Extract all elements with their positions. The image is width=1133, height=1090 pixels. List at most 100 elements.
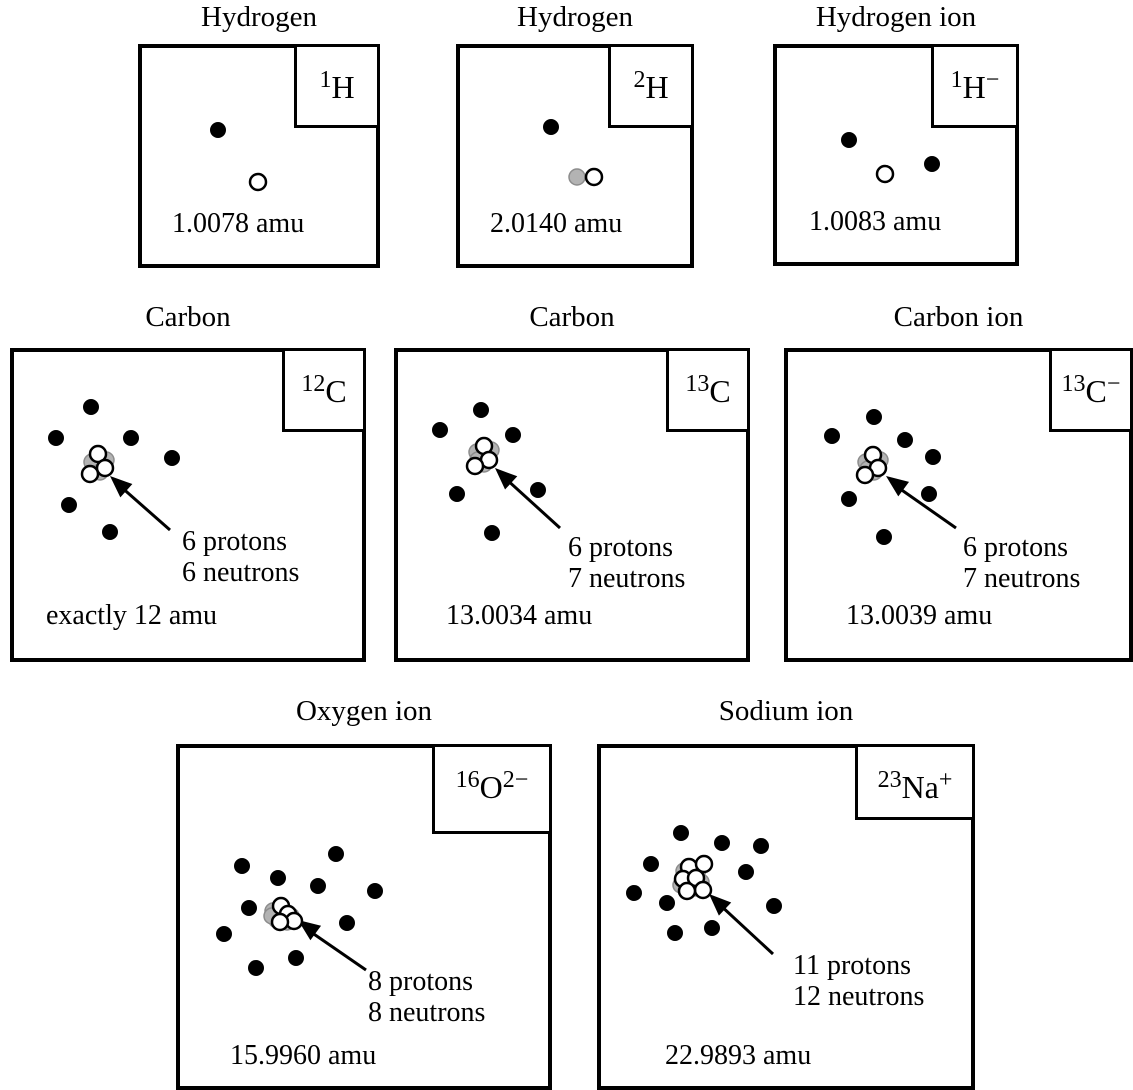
proton: [465, 456, 485, 476]
panel-hydrogen-1: Hydrogen 1H 1.0078 amu: [138, 0, 380, 270]
electron: [841, 132, 857, 148]
atomic-mass: 13.0039 amu: [846, 600, 993, 631]
electron: [841, 491, 857, 507]
protons-label: 11 protons: [793, 950, 911, 981]
neutron: [568, 168, 586, 186]
element-symbol: H: [962, 69, 986, 105]
atom-diagram: [216, 846, 383, 976]
panel-carbon-12: Carbon 12C 6 protons 6 neutrons exactly 12 a…: [10, 300, 366, 662]
electron: [48, 430, 64, 446]
isotope-symbol-box: 23Na+: [855, 744, 975, 820]
arrow-head: [709, 894, 732, 916]
neutrons-label: 7 neutrons: [963, 563, 1081, 594]
atom-box: 2H 2.0140 amu: [456, 44, 694, 268]
neutrons-label: 12 neutrons: [793, 981, 925, 1012]
neutrons-label: 6 neutrons: [182, 557, 300, 588]
panel-title: Carbon ion: [893, 301, 1024, 333]
proton: [80, 464, 100, 484]
neutrons-label: 8 neutrons: [368, 997, 486, 1028]
arrow-line: [119, 484, 171, 532]
electron: [484, 525, 500, 541]
protons-label: 6 protons: [182, 526, 287, 557]
isotope-symbol: 1H−: [934, 47, 1016, 125]
electron: [83, 399, 99, 415]
mass-number: 12: [301, 371, 326, 397]
mass-number: 13: [685, 371, 710, 397]
electron: [473, 402, 489, 418]
panel-title: Oxygen ion: [295, 695, 433, 727]
panel-title: Hydrogen ion: [815, 1, 977, 33]
electron: [714, 835, 730, 851]
electron: [667, 925, 683, 941]
nucleus-label: 6 protons 6 neutrons: [182, 526, 299, 588]
proton: [855, 465, 875, 485]
isotope-symbol: 16O2−: [435, 747, 549, 831]
atom-box: 12C 6 protons 6 neutrons exactly 12 amu: [10, 348, 366, 662]
arrow-line: [717, 902, 775, 956]
electron: [61, 497, 77, 513]
electron: [925, 449, 941, 465]
atom-diagram: [210, 122, 268, 192]
atomic-mass: 2.0140 amu: [490, 208, 623, 239]
panel-title: Carbon: [529, 301, 615, 333]
atom-diagram: [841, 132, 940, 184]
isotope-symbol: 2H: [611, 47, 691, 125]
electron: [234, 858, 250, 874]
panel-carbon-13: Carbon 13C 6 protons 7 neutrons 13.0034 amu: [394, 300, 750, 662]
atom-diagram: [626, 825, 782, 956]
atom-diagram: [48, 399, 180, 540]
isotope-symbol-box: 13C: [666, 348, 750, 432]
charge: +: [938, 767, 953, 793]
electron: [766, 898, 782, 914]
proton: [584, 167, 604, 187]
atom-box: 23Na+ 11 protons 12 neutrons 22.9893 amu: [597, 744, 975, 1090]
panel-carbon-ion: Carbon ion 13C− 6 protons 7 neutrons 13.0039…: [784, 300, 1133, 662]
electron: [866, 409, 882, 425]
element-symbol: H: [645, 69, 669, 105]
arrow-line: [503, 476, 562, 530]
arrow-head: [110, 476, 133, 498]
panel-sodium-ion: Sodium ion 23Na+ 11 protons 12 neutrons 22.9…: [597, 694, 975, 1090]
atom-box: 13C− 6 protons 7 neutrons 13.0039 amu: [784, 348, 1133, 662]
mass-number: 16: [455, 767, 480, 793]
electron: [449, 486, 465, 502]
electron: [924, 156, 940, 172]
atom-box: 1H 1.0078 amu: [138, 44, 380, 268]
isotope-symbol-box: 12C: [282, 348, 366, 432]
panel-title: Sodium ion: [718, 695, 854, 727]
panel-title: Hydrogen: [201, 1, 317, 33]
isotope-symbol: 13C−: [1052, 351, 1130, 429]
atomic-mass: 22.9893 amu: [665, 1040, 812, 1071]
proton: [270, 912, 290, 932]
charge: −: [985, 67, 1000, 93]
electron: [241, 900, 257, 916]
proton: [95, 458, 115, 478]
isotope-symbol-box: 1H: [294, 44, 380, 128]
atomic-mass: 1.0078 amu: [172, 208, 305, 239]
element-symbol: H: [331, 69, 355, 105]
atom-box: 13C 6 protons 7 neutrons 13.0034 amu: [394, 348, 750, 662]
atom-diagram: [432, 402, 562, 541]
electron: [432, 422, 448, 438]
proton: [694, 854, 714, 874]
protons-label: 8 protons: [368, 966, 473, 997]
neutrons-label: 7 neutrons: [568, 563, 686, 594]
nucleus-label: 8 protons 8 neutrons: [368, 966, 485, 1028]
electron: [210, 122, 226, 138]
isotope-symbol-box: 16O2−: [432, 744, 552, 834]
electron: [643, 856, 659, 872]
electron: [123, 430, 139, 446]
electron: [310, 878, 326, 894]
proton: [875, 164, 895, 184]
electron: [704, 920, 720, 936]
protons-label: 6 protons: [568, 532, 673, 563]
nucleus-label: 6 protons 7 neutrons: [568, 532, 685, 594]
electron: [530, 482, 546, 498]
charge: 2−: [502, 767, 529, 793]
panel-oxygen-ion: Oxygen ion 16O2− 8 protons 8 neutrons 15.996…: [176, 694, 552, 1090]
element-symbol: O: [479, 769, 503, 805]
electron: [673, 825, 689, 841]
element-symbol: Na: [901, 769, 939, 805]
atomic-mass: exactly 12 amu: [46, 600, 218, 631]
electron: [288, 950, 304, 966]
